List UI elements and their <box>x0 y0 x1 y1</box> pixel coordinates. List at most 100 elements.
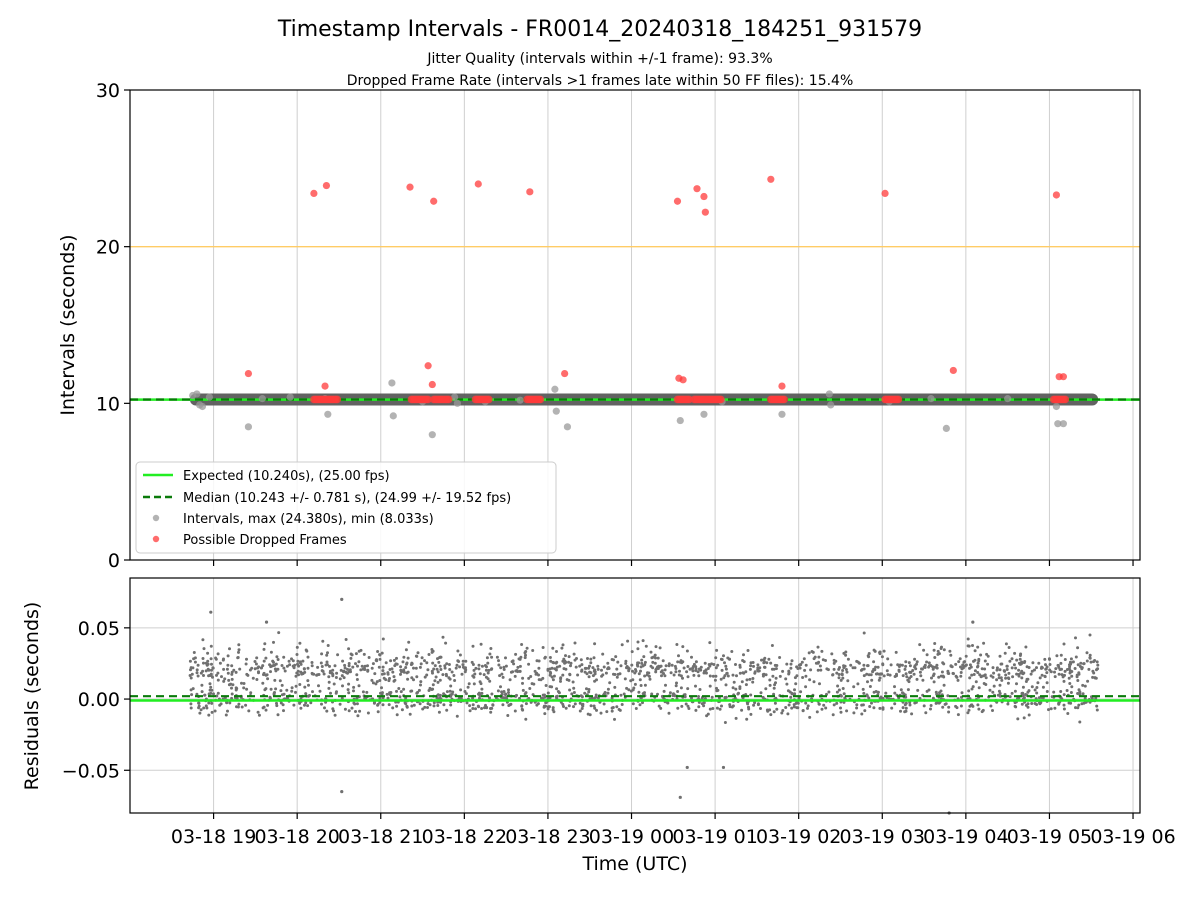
interval-point <box>778 410 786 418</box>
residual-point <box>839 710 843 714</box>
residual-point <box>890 706 894 710</box>
residual-point <box>862 691 866 695</box>
residual-point <box>784 677 788 681</box>
residual-point <box>489 710 493 714</box>
residual-point <box>712 663 716 666</box>
residual-point <box>464 692 468 696</box>
residual-point <box>646 671 649 675</box>
residual-point <box>1071 660 1075 664</box>
residual-point <box>433 679 437 683</box>
residual-point <box>264 708 268 712</box>
residual-point <box>934 690 938 694</box>
residual-point <box>406 677 410 681</box>
residual-point <box>488 679 492 683</box>
residual-point <box>197 701 201 705</box>
dropped-frame-point <box>1059 373 1067 381</box>
residual-point <box>541 646 545 649</box>
residual-point <box>346 667 349 671</box>
residual-point <box>327 675 331 679</box>
residual-point <box>718 707 722 711</box>
residual-point <box>504 656 507 660</box>
x-tick-label: 03-18 22 <box>422 826 507 848</box>
residual-point <box>445 690 449 694</box>
residual-point <box>276 667 280 671</box>
residual-point <box>484 668 488 672</box>
residual-point <box>925 653 929 657</box>
residual-point <box>913 657 917 661</box>
residual-point <box>771 674 775 678</box>
residual-outlier-point <box>685 765 689 770</box>
residual-point <box>785 682 789 686</box>
residual-point <box>407 640 411 644</box>
residual-point <box>666 701 670 705</box>
residual-point <box>759 691 763 695</box>
residual-point <box>720 658 724 661</box>
residual-point <box>274 662 278 666</box>
residual-point <box>325 663 329 667</box>
residual-point <box>837 676 841 680</box>
x-tick-label: 03-19 00 <box>589 826 674 848</box>
dropped-frame-point <box>701 208 709 216</box>
dropped-frame-cluster-point <box>424 395 432 404</box>
residual-point <box>767 657 771 661</box>
residual-point <box>728 705 732 709</box>
residual-point <box>610 706 614 710</box>
residual-point <box>230 677 234 681</box>
residual-point <box>1081 692 1085 696</box>
residual-point <box>681 645 685 649</box>
residual-point <box>488 652 492 656</box>
residual-point <box>716 663 720 667</box>
residual-point <box>423 659 426 663</box>
residual-point <box>735 674 738 678</box>
residual-point <box>270 664 274 668</box>
residual-point <box>204 669 208 673</box>
residual-point <box>395 713 399 717</box>
residual-point <box>966 637 970 641</box>
interval-point <box>1052 402 1061 411</box>
residual-point <box>261 706 265 710</box>
residual-point <box>1045 690 1049 693</box>
residual-point <box>419 680 423 684</box>
residual-point <box>976 645 980 649</box>
residual-point <box>692 673 696 677</box>
residual-point <box>951 671 955 675</box>
residual-point <box>275 704 279 708</box>
residual-point <box>749 664 753 668</box>
residual-point <box>1070 670 1074 673</box>
residual-point <box>495 655 499 659</box>
residual-point <box>1006 676 1010 680</box>
dropped-frame-point <box>1052 191 1061 199</box>
residual-point <box>786 712 790 716</box>
residual-outlier-point <box>678 795 682 799</box>
residual-point <box>298 641 302 645</box>
residual-point <box>932 680 936 684</box>
residual-point <box>954 704 958 708</box>
residual-point <box>933 642 937 645</box>
residual-point <box>768 683 772 687</box>
residual-point <box>306 704 310 708</box>
residual-point <box>878 706 882 710</box>
residual-point <box>772 710 776 714</box>
residual-point <box>297 664 301 668</box>
residual-point <box>647 674 651 678</box>
residual-point <box>637 690 641 694</box>
residual-point <box>569 661 573 665</box>
residual-point <box>1026 702 1030 706</box>
interval-point <box>563 423 572 431</box>
residual-point <box>1010 657 1014 661</box>
dropped-frame-points <box>244 175 1070 404</box>
residual-point <box>441 673 445 677</box>
residual-point <box>472 682 476 686</box>
residual-point <box>410 676 414 680</box>
residual-point <box>1008 695 1012 699</box>
residual-point <box>430 669 434 673</box>
dropped-frame-point <box>244 369 253 378</box>
residual-point <box>663 668 667 672</box>
residual-point <box>303 685 307 689</box>
residual-point <box>471 703 475 707</box>
residual-point <box>357 660 361 664</box>
interval-point <box>942 424 950 432</box>
residual-point <box>824 706 828 710</box>
residual-point <box>1030 685 1034 689</box>
residual-point <box>327 686 331 690</box>
